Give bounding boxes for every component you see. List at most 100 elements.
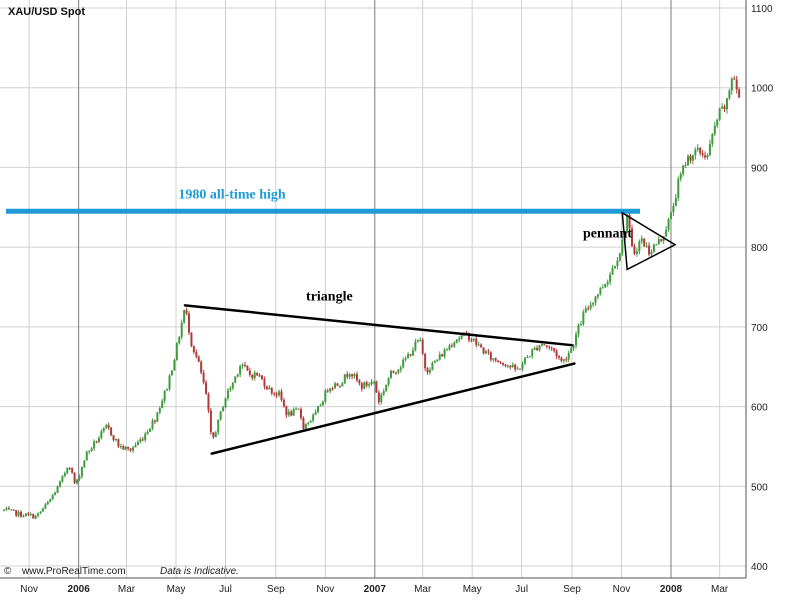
price-bar: [107, 425, 110, 428]
annotations: 1980 all-time high triangle pennant: [6, 187, 677, 455]
price-bar: [601, 287, 604, 289]
price-bar: [29, 514, 32, 516]
price-bar: [348, 374, 351, 377]
price-bar: [175, 343, 178, 361]
price-bar: [185, 310, 188, 314]
price-bar: [129, 448, 132, 451]
price-bar: [655, 244, 658, 246]
pennant-shape: [621, 211, 677, 271]
price-bar: [579, 324, 582, 326]
price-bar: [253, 372, 256, 379]
x-tick-label: May: [167, 584, 186, 595]
price-bar: [32, 514, 35, 519]
price-bar: [290, 411, 293, 416]
price-bar: [20, 511, 23, 517]
price-bar: [438, 354, 441, 360]
y-tick-label: 900: [751, 163, 768, 174]
price-bar: [95, 441, 98, 443]
price-bar: [334, 383, 337, 389]
price-bar: [582, 312, 585, 325]
price-bar: [76, 479, 79, 484]
price-bar: [480, 344, 483, 348]
price-bar: [265, 386, 268, 390]
price-bar: [319, 405, 322, 407]
price-bar: [180, 322, 183, 338]
price-bar: [628, 214, 631, 229]
price-bar: [411, 350, 414, 356]
price-bar: [704, 155, 707, 158]
price-bar: [151, 420, 154, 429]
price-bar: [282, 400, 285, 407]
price-bar: [12, 509, 15, 511]
price-bar: [280, 391, 283, 401]
price-bar: [122, 446, 125, 450]
price-bar: [514, 364, 517, 370]
price-bar: [677, 178, 680, 199]
price-bar: [88, 450, 91, 452]
price-bar: [214, 432, 217, 438]
x-tick-label: Nov: [20, 584, 38, 595]
y-axis: 1100 1000 900 800 700 600 500 400: [751, 4, 774, 573]
price-bar: [149, 428, 152, 432]
price-bar: [467, 333, 470, 341]
price-bar: [273, 393, 276, 395]
price-bar: [716, 119, 719, 126]
price-bar: [506, 365, 509, 367]
chart-title: XAU/USD Spot: [8, 6, 85, 18]
price-bar: [446, 349, 449, 351]
price-bar: [239, 366, 242, 375]
price-bar: [39, 511, 42, 514]
price-bar: [511, 364, 514, 368]
price-bar: [730, 78, 733, 91]
price-bar: [219, 411, 222, 420]
price-bar: [100, 431, 103, 439]
price-bar: [713, 125, 716, 135]
price-bar: [331, 388, 334, 390]
price-bar: [24, 513, 27, 517]
y-tick-label: 700: [751, 323, 768, 334]
price-bar: [112, 435, 115, 440]
price-bar: [443, 349, 446, 357]
price-bar: [587, 308, 590, 310]
x-tick-label: Mar: [414, 584, 432, 595]
price-bar: [441, 354, 444, 357]
price-bar: [117, 439, 120, 447]
price-bar: [516, 368, 519, 370]
price-bar: [41, 508, 44, 512]
price-bar: [119, 446, 122, 448]
price-bar: [609, 274, 612, 282]
price-bar: [234, 376, 237, 383]
price-bar: [528, 356, 531, 358]
price-bar: [236, 374, 239, 377]
price-bar: [158, 408, 161, 413]
price-bar: [173, 360, 176, 371]
grid: [0, 0, 746, 578]
price-bar: [484, 351, 487, 354]
price-bar: [631, 228, 634, 247]
price-bar: [643, 238, 646, 247]
price-bar: [375, 381, 378, 393]
price-bar: [261, 375, 264, 380]
price-bar: [424, 353, 427, 369]
price-bar: [3, 509, 5, 511]
price-bar: [584, 308, 587, 313]
price-bar: [606, 281, 609, 285]
triangle-label: triangle: [306, 290, 353, 305]
price-bar: [567, 352, 570, 360]
price-bar: [222, 407, 225, 412]
price-bar: [314, 412, 317, 415]
price-bar: [360, 383, 363, 389]
price-bar: [309, 420, 312, 423]
price-bar: [450, 345, 453, 347]
price-series: [3, 75, 741, 520]
price-bar: [448, 345, 451, 350]
price-bar: [594, 296, 597, 303]
price-bar: [37, 513, 40, 516]
price-bar: [287, 411, 290, 416]
price-bar: [455, 339, 458, 343]
price-bar: [44, 504, 47, 509]
price-bar: [341, 383, 344, 387]
price-bar: [433, 361, 436, 363]
price-bar: [521, 363, 524, 369]
price-bar: [721, 106, 724, 109]
